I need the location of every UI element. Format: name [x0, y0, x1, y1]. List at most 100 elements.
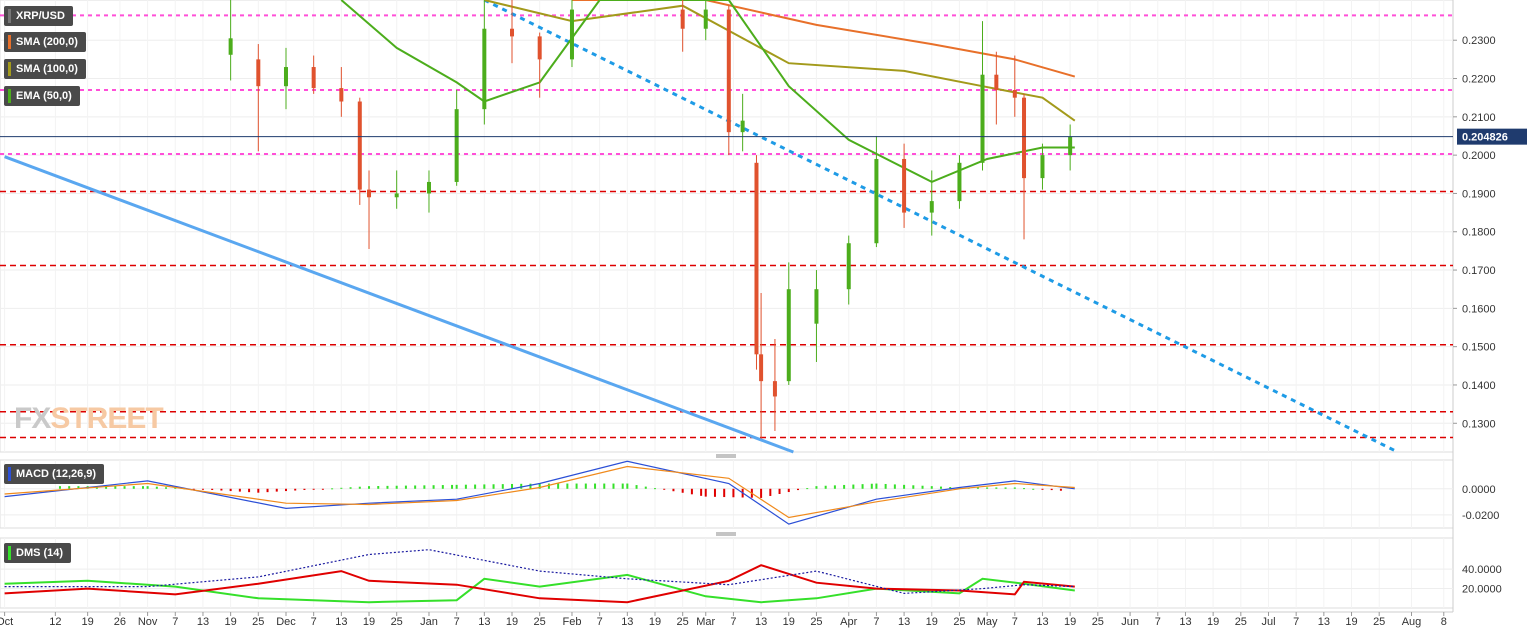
dms-series-0: [4, 573, 1075, 604]
watermark-fx: FX: [14, 402, 51, 435]
macd-pane: [0, 459, 1454, 529]
macd-histogram-bar: [248, 488, 251, 493]
instrument-label: XRP/USD: [4, 6, 73, 26]
candle-body: [367, 189, 372, 198]
macd-histogram-bar: [976, 487, 979, 489]
macd-histogram-bar: [451, 484, 454, 489]
moving-average-line-2: [340, 0, 1075, 183]
time-tick-label: 25: [1235, 616, 1247, 628]
candle-body: [256, 59, 261, 87]
dms-pane: [0, 537, 1454, 609]
time-tick-label: 13: [335, 616, 347, 628]
price-pane: [0, 0, 1454, 453]
macd-histogram-bar: [368, 486, 371, 489]
macd-histogram-bar: [852, 484, 855, 489]
macd-histogram-bar: [275, 488, 278, 492]
macd-histogram-bar: [635, 485, 638, 489]
macd-histogram-bar: [912, 485, 915, 489]
time-tick-label: 25: [391, 616, 403, 628]
macd-histogram-bar: [386, 485, 389, 489]
macd-histogram-bar: [321, 488, 324, 490]
time-tick-label: 19: [649, 616, 661, 628]
macd-histogram-bar: [893, 484, 896, 489]
macd-histogram-bar: [114, 486, 117, 489]
macd-histogram-bar: [547, 483, 550, 489]
macd-histogram-bar: [423, 485, 426, 489]
macd-histogram-bar: [723, 488, 726, 498]
macd-histogram-bar: [995, 487, 998, 489]
time-tick-label: May: [977, 616, 998, 628]
macd-histogram-bar: [949, 487, 952, 489]
candle-body: [1068, 136, 1073, 156]
macd-label[interactable]: MACD (12,26,9): [4, 464, 105, 484]
dms-swatch: [8, 546, 11, 560]
macd-histogram-bar: [732, 488, 735, 498]
dms-label[interactable]: DMS (14): [4, 543, 72, 563]
macd-histogram-bar: [105, 486, 108, 489]
macd-histogram-bar: [621, 483, 624, 489]
candle-body: [426, 181, 431, 194]
macd-histogram-bar: [672, 488, 675, 492]
macd-histogram-bar: [843, 484, 846, 489]
price-tick-label: 0.1700: [1462, 265, 1496, 277]
macd-histogram-bar: [1041, 488, 1044, 490]
time-tick-label: 25: [252, 616, 264, 628]
macd-histogram-bar: [875, 483, 878, 489]
macd-histogram-bar: [566, 483, 569, 489]
time-tick-label: 19: [82, 616, 94, 628]
macd-histogram-bar: [520, 483, 523, 489]
macd-histogram-bar: [464, 484, 467, 489]
indicator-label-sma100[interactable]: SMA (100,0): [4, 59, 86, 79]
indicator-label-ema50[interactable]: EMA (50,0): [4, 86, 80, 106]
candle-body: [394, 193, 399, 198]
candle-body: [980, 74, 985, 163]
time-tick-label: 7: [311, 616, 317, 628]
macd-series-1: [4, 465, 1075, 519]
time-tick-label: Apr: [840, 616, 857, 628]
macd-histogram-bar: [1023, 488, 1026, 490]
indicator-label-ema50-text: EMA (50,0): [16, 90, 72, 102]
time-tick-label: 8: [1441, 616, 1447, 628]
candle-body: [311, 67, 316, 89]
macd-histogram-bar: [492, 484, 495, 489]
candle-body: [726, 9, 731, 133]
macd-histogram-bar: [349, 487, 352, 489]
time-tick-label: 7: [1293, 616, 1299, 628]
sma100-swatch: [8, 62, 11, 76]
macd-histogram-bar: [294, 488, 297, 491]
macd-histogram-bar: [575, 483, 578, 489]
time-tick-label: Aug: [1402, 616, 1422, 628]
macd-label-text: MACD (12,26,9): [16, 468, 97, 480]
candle-body: [957, 162, 962, 202]
candle-body: [228, 38, 233, 55]
macd-tick-label: -0.0200: [1462, 510, 1499, 522]
dms-tick-label: 20.0000: [1462, 584, 1502, 596]
dms-series-1: [4, 564, 1075, 604]
time-tick-label: 19: [506, 616, 518, 628]
time-tick-label: 19: [926, 616, 938, 628]
time-tick-label: 19: [1207, 616, 1219, 628]
price-tick-label: 0.1900: [1462, 188, 1496, 200]
macd-histogram-bar: [220, 488, 223, 491]
macd-histogram-bar: [700, 488, 703, 496]
macd-histogram-bar: [68, 486, 71, 489]
watermark-street: STREET: [50, 402, 163, 435]
candle-body: [569, 9, 574, 60]
price-tick-label: 0.1300: [1462, 418, 1496, 430]
indicator-label-sma200[interactable]: SMA (200,0): [4, 32, 86, 52]
candle-body: [1022, 97, 1027, 179]
macd-histogram-bar: [713, 488, 716, 497]
macd-histogram-bar: [704, 488, 707, 497]
macd-histogram-bar: [455, 484, 458, 489]
macd-histogram-bar: [377, 486, 380, 489]
candle-body: [740, 120, 745, 133]
time-tick-label: Nov: [138, 616, 158, 628]
candle-body: [482, 28, 487, 110]
time-tick-label: 7: [1155, 616, 1161, 628]
macd-histogram-bar: [1050, 488, 1053, 491]
macd-histogram-bar: [174, 487, 177, 489]
macd-swatch: [8, 467, 11, 481]
candle-body: [754, 162, 759, 355]
